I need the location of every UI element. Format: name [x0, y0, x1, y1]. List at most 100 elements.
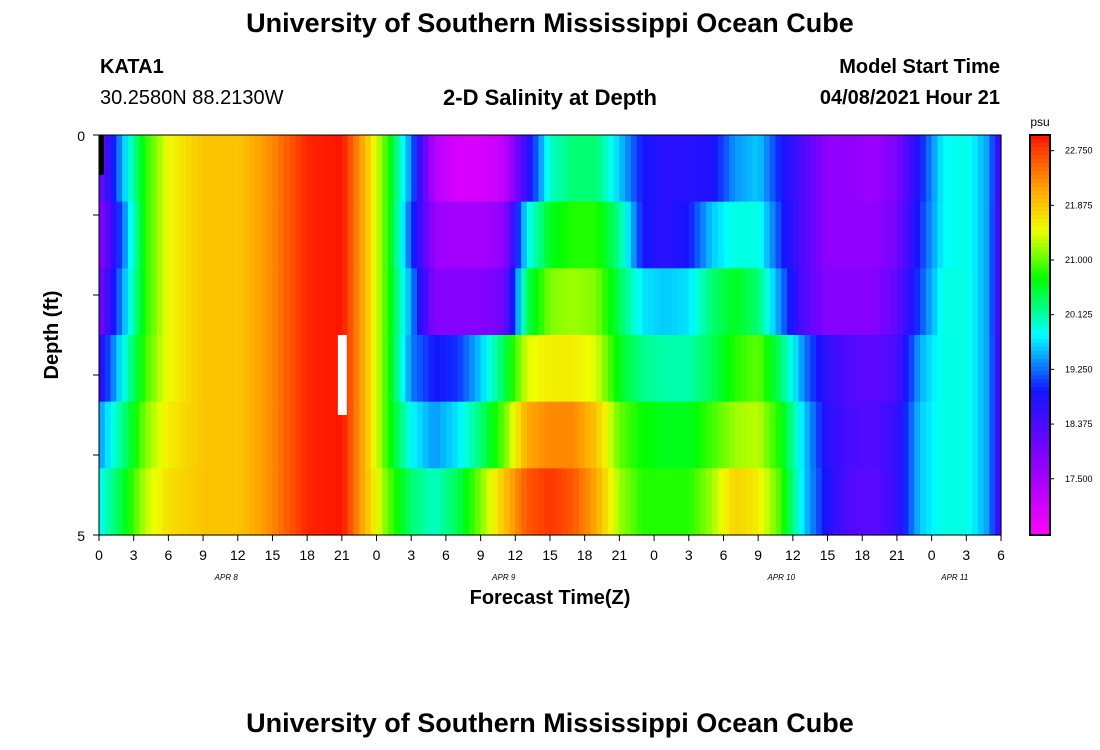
- heatmap-cell: [417, 201, 424, 269]
- heatmap-cell: [839, 201, 846, 269]
- heatmap-cell: [983, 468, 991, 536]
- heatmap-cell: [636, 268, 644, 336]
- heatmap-cell: [474, 468, 482, 536]
- heatmap-cell: [758, 401, 765, 469]
- heatmap-cell: [902, 135, 910, 203]
- colorbar-band: [1030, 427, 1050, 432]
- heatmap-cell: [735, 201, 742, 269]
- heatmap-cell: [208, 468, 216, 536]
- y-tick-label: 0: [77, 128, 85, 144]
- heatmap-cell: [619, 401, 626, 469]
- heatmap-cell: [145, 468, 152, 536]
- heatmap-cell: [659, 468, 667, 536]
- x-tick-label: 12: [230, 547, 246, 563]
- heatmap-cell: [839, 401, 846, 469]
- colorbar-tick-label: 18.375: [1065, 419, 1093, 429]
- heatmap-cell: [769, 401, 777, 469]
- heatmap-cell: [220, 268, 227, 336]
- heatmap-cell: [711, 135, 719, 203]
- heatmap-cell: [151, 401, 158, 469]
- heatmap-cell: [833, 201, 840, 269]
- colorbar-band: [1030, 247, 1050, 252]
- heatmap-cell: [434, 401, 441, 469]
- heatmap-cell: [515, 335, 522, 403]
- heatmap-cell: [434, 201, 441, 269]
- heatmap-cell: [642, 468, 649, 536]
- heatmap-cell: [122, 201, 129, 269]
- heatmap-cell: [353, 201, 360, 269]
- heatmap-cell: [879, 201, 886, 269]
- heatmap-cell: [347, 268, 355, 336]
- colorbar-band: [1030, 383, 1050, 388]
- heatmap-cell: [827, 468, 834, 536]
- heatmap-cell: [850, 401, 858, 469]
- heatmap-cell: [145, 335, 152, 403]
- heatmap-cell: [740, 401, 748, 469]
- heatmap-cell: [162, 201, 169, 269]
- heatmap-cell: [677, 268, 684, 336]
- heatmap-cell: [619, 468, 626, 536]
- x-tick-label: 21: [889, 547, 905, 563]
- heatmap-cell: [688, 201, 696, 269]
- heatmap-cell: [393, 401, 401, 469]
- heatmap-cell: [301, 335, 308, 403]
- heatmap-cell: [850, 135, 858, 203]
- colorbar-band: [1030, 155, 1050, 160]
- heatmap-cell: [463, 468, 470, 536]
- heatmap-cell: [388, 468, 395, 536]
- heatmap-cell: [486, 401, 493, 469]
- heatmap-cell: [920, 268, 927, 336]
- heatmap-cell: [902, 201, 910, 269]
- heatmap-cell: [133, 335, 141, 403]
- heatmap-cell: [844, 268, 852, 336]
- heatmap-cell: [752, 468, 759, 536]
- heatmap-cell: [324, 335, 331, 403]
- heatmap-cell: [827, 401, 834, 469]
- heatmap-cell: [364, 268, 372, 336]
- heatmap-cell: [694, 335, 701, 403]
- heatmap-cell: [249, 135, 256, 203]
- heatmap-cell: [584, 268, 592, 336]
- heatmap-cell: [607, 135, 615, 203]
- heatmap-cell: [260, 268, 268, 336]
- heatmap-cell: [133, 468, 141, 536]
- colorbar-band: [1030, 207, 1050, 212]
- heatmap-cell: [220, 201, 227, 269]
- heatmap-cell: [659, 401, 667, 469]
- x-tick-label: 21: [612, 547, 628, 563]
- heatmap-cell: [336, 201, 343, 269]
- heatmap-cell: [532, 401, 540, 469]
- heatmap-cell: [422, 268, 430, 336]
- colorbar-band: [1030, 195, 1050, 200]
- x-tick-label: 21: [334, 547, 350, 563]
- heatmap-cell: [769, 335, 777, 403]
- heatmap-cell: [578, 268, 586, 336]
- colorbar-band: [1030, 199, 1050, 204]
- heatmap-cell: [382, 468, 389, 536]
- heatmap-cell: [289, 268, 297, 336]
- heatmap-cell: [457, 468, 464, 536]
- heatmap-cell: [255, 468, 262, 536]
- heatmap-cell: [735, 135, 742, 203]
- heatmap-cell: [289, 468, 297, 536]
- heatmap-cell: [469, 135, 476, 203]
- heatmap-cell: [891, 468, 898, 536]
- heatmap-cell: [538, 201, 545, 269]
- heatmap-cell: [370, 335, 378, 403]
- heatmap-cell: [312, 335, 320, 403]
- heatmap-cell: [717, 201, 725, 269]
- heatmap-cell: [931, 468, 938, 536]
- heatmap-cell: [567, 135, 574, 203]
- heatmap-cell: [399, 468, 407, 536]
- heatmap-cell: [151, 468, 158, 536]
- heatmap-cell: [590, 135, 597, 203]
- colorbar-band: [1030, 479, 1050, 484]
- heatmap-cell: [336, 268, 343, 336]
- heatmap-cell: [567, 268, 574, 336]
- heatmap-cell: [480, 335, 487, 403]
- colorbar-band: [1030, 211, 1050, 216]
- heatmap-cell: [596, 401, 603, 469]
- heatmap-cell: [781, 201, 788, 269]
- heatmap-cell: [151, 201, 158, 269]
